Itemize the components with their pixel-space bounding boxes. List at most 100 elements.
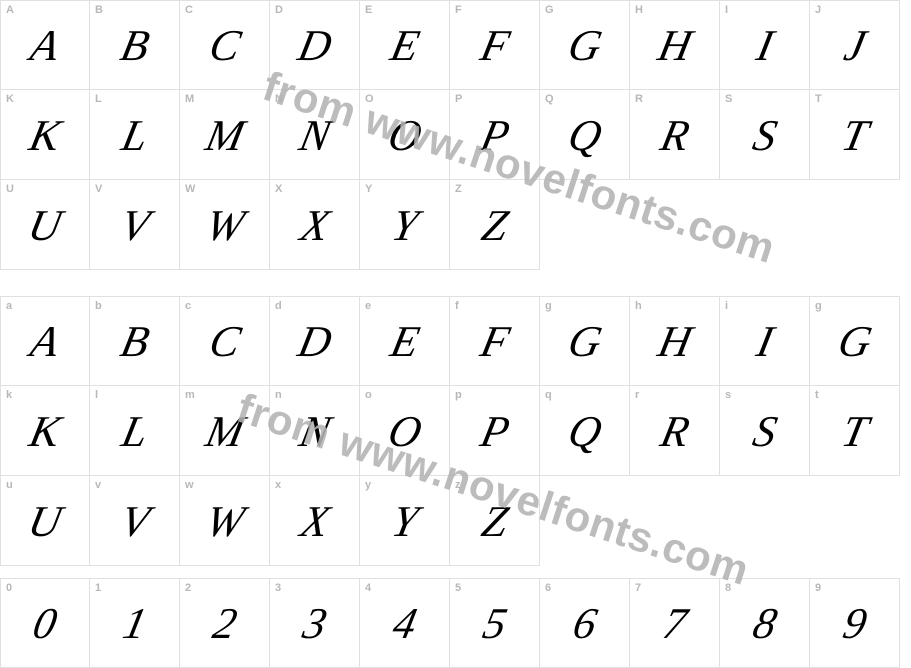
glyph-cell[interactable]: eE — [360, 296, 450, 386]
glyph-cell[interactable]: aA — [0, 296, 90, 386]
cell-key-label: S — [725, 93, 732, 105]
glyph-row: KKLLMMNNOOPPQQRRSSTT — [0, 90, 911, 180]
glyph-cell[interactable]: VV — [90, 180, 180, 270]
glyph-cell[interactable]: iI — [720, 296, 810, 386]
glyph-cell[interactable]: GG — [540, 0, 630, 90]
glyph-cell[interactable]: xX — [270, 476, 360, 566]
glyph-cell[interactable]: HH — [630, 0, 720, 90]
glyph-cell[interactable]: EE — [360, 0, 450, 90]
cell-glyph: 1 — [119, 602, 150, 646]
glyph-cell[interactable]: OO — [360, 90, 450, 180]
font-character-map: AABBCCDDEEFFGGHHIIJJKKLLMMNNOOPPQQRRSSTT… — [0, 0, 911, 668]
cell-glyph: M — [201, 113, 247, 157]
glyph-row: 00112233445566778899 — [0, 578, 911, 668]
cell-key-label: q — [545, 389, 552, 401]
cell-key-label: u — [6, 479, 13, 491]
glyph-cell[interactable]: 00 — [0, 578, 90, 668]
glyph-cell[interactable]: AA — [0, 0, 90, 90]
glyph-cell[interactable]: YY — [360, 180, 450, 270]
glyph-cell[interactable]: XX — [270, 180, 360, 270]
glyph-cell[interactable]: wW — [180, 476, 270, 566]
glyph-cell[interactable]: pP — [450, 386, 540, 476]
cell-glyph: R — [656, 409, 692, 453]
cell-key-label: M — [185, 93, 194, 105]
glyph-cell[interactable]: SS — [720, 90, 810, 180]
cell-glyph: F — [476, 24, 512, 68]
glyph-cell[interactable]: 33 — [270, 578, 360, 668]
cell-glyph: B — [116, 320, 152, 364]
glyph-cell[interactable]: QQ — [540, 90, 630, 180]
glyph-cell[interactable]: nN — [270, 386, 360, 476]
glyph-cell[interactable]: mM — [180, 386, 270, 476]
cell-key-label: g — [815, 300, 822, 312]
glyph-cell[interactable]: vV — [90, 476, 180, 566]
glyph-cell[interactable]: 44 — [360, 578, 450, 668]
glyph-cell[interactable]: CC — [180, 0, 270, 90]
cell-glyph: N — [295, 409, 334, 453]
glyph-cell[interactable]: hH — [630, 296, 720, 386]
cell-key-label: c — [185, 300, 191, 312]
cell-glyph: 5 — [479, 602, 510, 646]
glyph-cell[interactable]: TT — [810, 90, 900, 180]
glyph-cell[interactable]: RR — [630, 90, 720, 180]
cell-key-label: h — [635, 300, 642, 312]
cell-key-label: x — [275, 479, 281, 491]
glyph-cell[interactable]: 99 — [810, 578, 900, 668]
cell-glyph: P — [476, 113, 512, 157]
glyph-cell[interactable]: 88 — [720, 578, 810, 668]
cell-glyph: T — [838, 113, 872, 157]
cell-key-label: 4 — [365, 582, 371, 594]
cell-glyph: 0 — [29, 602, 60, 646]
glyph-cell[interactable]: PP — [450, 90, 540, 180]
glyph-cell[interactable]: tT — [810, 386, 900, 476]
glyph-cell[interactable]: qQ — [540, 386, 630, 476]
glyph-cell[interactable]: gG — [540, 296, 630, 386]
cell-glyph: U — [24, 203, 65, 247]
glyph-cell[interactable]: gG — [810, 296, 900, 386]
cell-glyph: G — [834, 320, 875, 364]
glyph-cell[interactable]: ZZ — [450, 180, 540, 270]
glyph-cell[interactable]: BB — [90, 0, 180, 90]
cell-glyph: V — [116, 499, 152, 543]
glyph-cell[interactable]: 77 — [630, 578, 720, 668]
glyph-cell[interactable]: 55 — [450, 578, 540, 668]
glyph-cell[interactable]: oO — [360, 386, 450, 476]
cell-glyph: U — [24, 499, 65, 543]
glyph-cell[interactable]: 22 — [180, 578, 270, 668]
glyph-cell[interactable]: WW — [180, 180, 270, 270]
glyph-row: uUvVwWxXyYzZ — [0, 476, 911, 566]
cell-key-label: K — [6, 93, 14, 105]
cell-key-label: w — [185, 479, 194, 491]
glyph-cell[interactable]: zZ — [450, 476, 540, 566]
glyph-cell[interactable]: rR — [630, 386, 720, 476]
glyph-cell[interactable]: cC — [180, 296, 270, 386]
cell-key-label: p — [455, 389, 462, 401]
cell-key-label: i — [725, 300, 728, 312]
glyph-cell[interactable]: fF — [450, 296, 540, 386]
glyph-cell[interactable]: 66 — [540, 578, 630, 668]
glyph-cell[interactable]: FF — [450, 0, 540, 90]
cell-key-label: b — [95, 300, 102, 312]
glyph-cell[interactable]: KK — [0, 90, 90, 180]
glyph-cell[interactable]: UU — [0, 180, 90, 270]
glyph-cell[interactable]: sS — [720, 386, 810, 476]
glyph-cell[interactable]: II — [720, 0, 810, 90]
glyph-cell[interactable]: yY — [360, 476, 450, 566]
cell-glyph: 3 — [299, 602, 330, 646]
glyph-cell[interactable]: NN — [270, 90, 360, 180]
glyph-cell[interactable]: uU — [0, 476, 90, 566]
glyph-cell[interactable]: LL — [90, 90, 180, 180]
glyph-cell[interactable]: DD — [270, 0, 360, 90]
glyph-cell[interactable]: kK — [0, 386, 90, 476]
glyph-cell[interactable]: lL — [90, 386, 180, 476]
glyph-cell[interactable]: JJ — [810, 0, 900, 90]
cell-glyph: J — [840, 24, 869, 68]
glyph-cell[interactable]: MM — [180, 90, 270, 180]
glyph-cell[interactable]: 11 — [90, 578, 180, 668]
cell-key-label: 2 — [185, 582, 191, 594]
cell-key-label: W — [185, 183, 195, 195]
glyph-cell[interactable]: dD — [270, 296, 360, 386]
cell-key-label: 8 — [725, 582, 731, 594]
glyph-cell[interactable]: bB — [90, 296, 180, 386]
cell-glyph: Y — [388, 203, 422, 247]
